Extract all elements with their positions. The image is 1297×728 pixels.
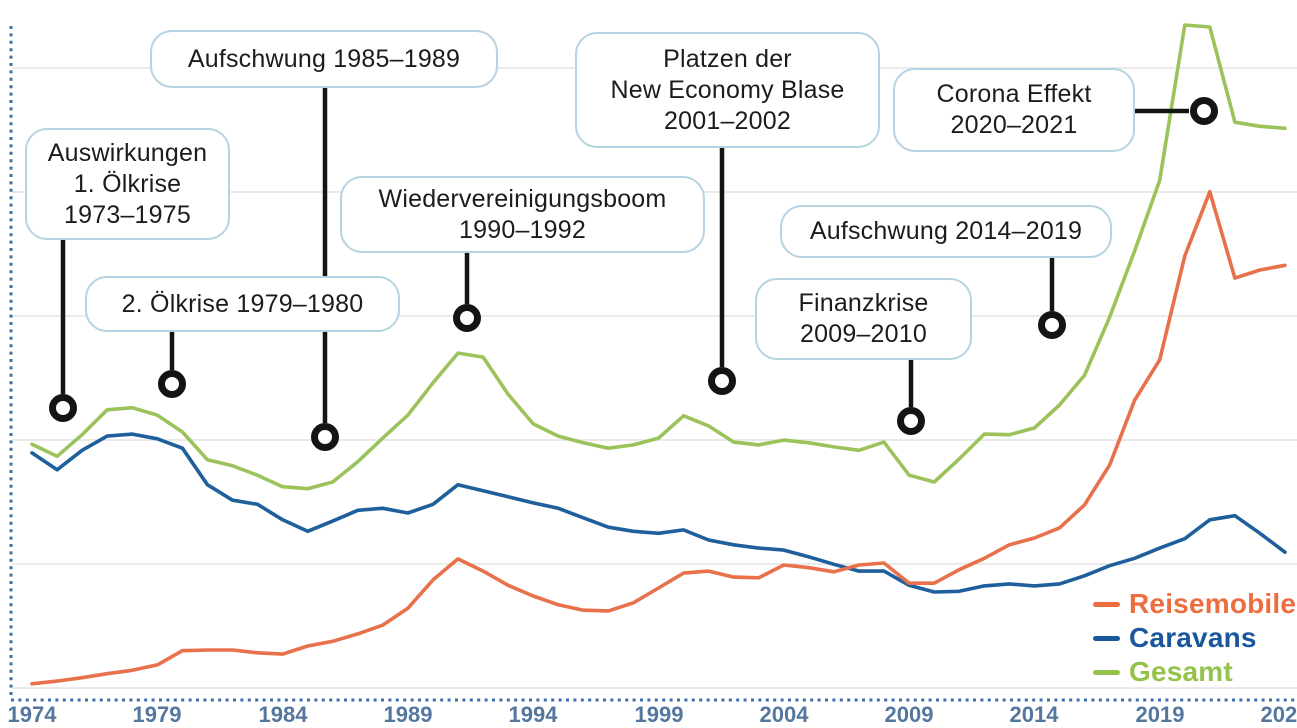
legend-label: Caravans: [1129, 622, 1257, 653]
callout-text: Finanzkrise: [798, 289, 929, 317]
callout-text: Corona Effekt: [936, 80, 1092, 108]
callout-wiedervereinigungsboom: Wiedervereinigungsboom 1990–1992: [340, 176, 705, 253]
callout-text: 2020–2021: [950, 111, 1078, 139]
callout-text: 2001–2002: [664, 106, 791, 135]
legend-item-gesamt: Gesamt: [1093, 656, 1296, 687]
callout-text: Aufschwung 2014–2019: [809, 217, 1083, 245]
callout-text: New Economy Blase: [610, 75, 845, 104]
callout-text: Aufschwung 1985–1989: [187, 44, 461, 73]
callout-text: 2009–2010: [800, 320, 927, 348]
legend-label: Gesamt: [1129, 656, 1233, 687]
callout-platzen-new-economy: Platzen der New Economy Blase 2001–2002: [575, 32, 880, 148]
ring-marker-finanzkrise: [897, 407, 925, 435]
legend-item-reisemobile: Reisemobile: [1093, 588, 1297, 619]
ring-marker-auswirkungen: [49, 394, 77, 422]
callout-auswirkungen-oelkrise-1: Auswirkungen 1. Ölkrise 1973–1975: [25, 128, 230, 240]
legend-line-swatch: [1093, 635, 1120, 641]
ring-marker-aufschwung-2014: [1038, 311, 1066, 339]
line-gesamt: [30, 23, 1287, 491]
callout-text: 1990–1992: [459, 215, 586, 244]
legend-item-caravans: Caravans: [1093, 622, 1296, 653]
callout-text: Wiedervereinigungsboom: [378, 184, 667, 213]
ring-marker-wiedervereinigungsboom: [453, 304, 481, 332]
ring-marker-platzen-new-economy: [708, 367, 736, 395]
callout-text: 1973–1975: [64, 200, 191, 229]
callout-finanzkrise: Finanzkrise 2009–2010: [755, 278, 972, 360]
annotation-markers: [49, 97, 1218, 451]
callout-text: Platzen der: [663, 44, 792, 73]
legend: Reisemobile Caravans Gesamt: [1093, 588, 1297, 687]
callout-text: 1. Ölkrise: [73, 169, 182, 198]
legend-label: Reisemobile: [1129, 588, 1297, 619]
legend-line-swatch: [1093, 669, 1120, 675]
ring-marker-oelkrise-2: [158, 370, 186, 398]
callout-oelkrise-2: 2. Ölkrise 1979–1980: [85, 276, 400, 332]
line-reisemobile: [30, 189, 1287, 686]
legend-line-swatch: [1093, 601, 1120, 607]
callout-text: 2. Ölkrise 1979–1980: [121, 289, 364, 318]
callout-text: Auswirkungen: [47, 138, 208, 167]
callout-aufschwung-2014: Aufschwung 2014–2019: [780, 205, 1112, 258]
callout-corona-effekt: Corona Effekt 2020–2021: [893, 68, 1135, 152]
ring-marker-aufschwung-1985: [311, 423, 339, 451]
line-caravans: [30, 432, 1287, 594]
annotation-connectors: [60, 86, 1189, 423]
axes: [9, 26, 1297, 702]
ring-marker-corona: [1190, 97, 1218, 125]
callout-aufschwung-1985: Aufschwung 1985–1989: [150, 30, 498, 88]
